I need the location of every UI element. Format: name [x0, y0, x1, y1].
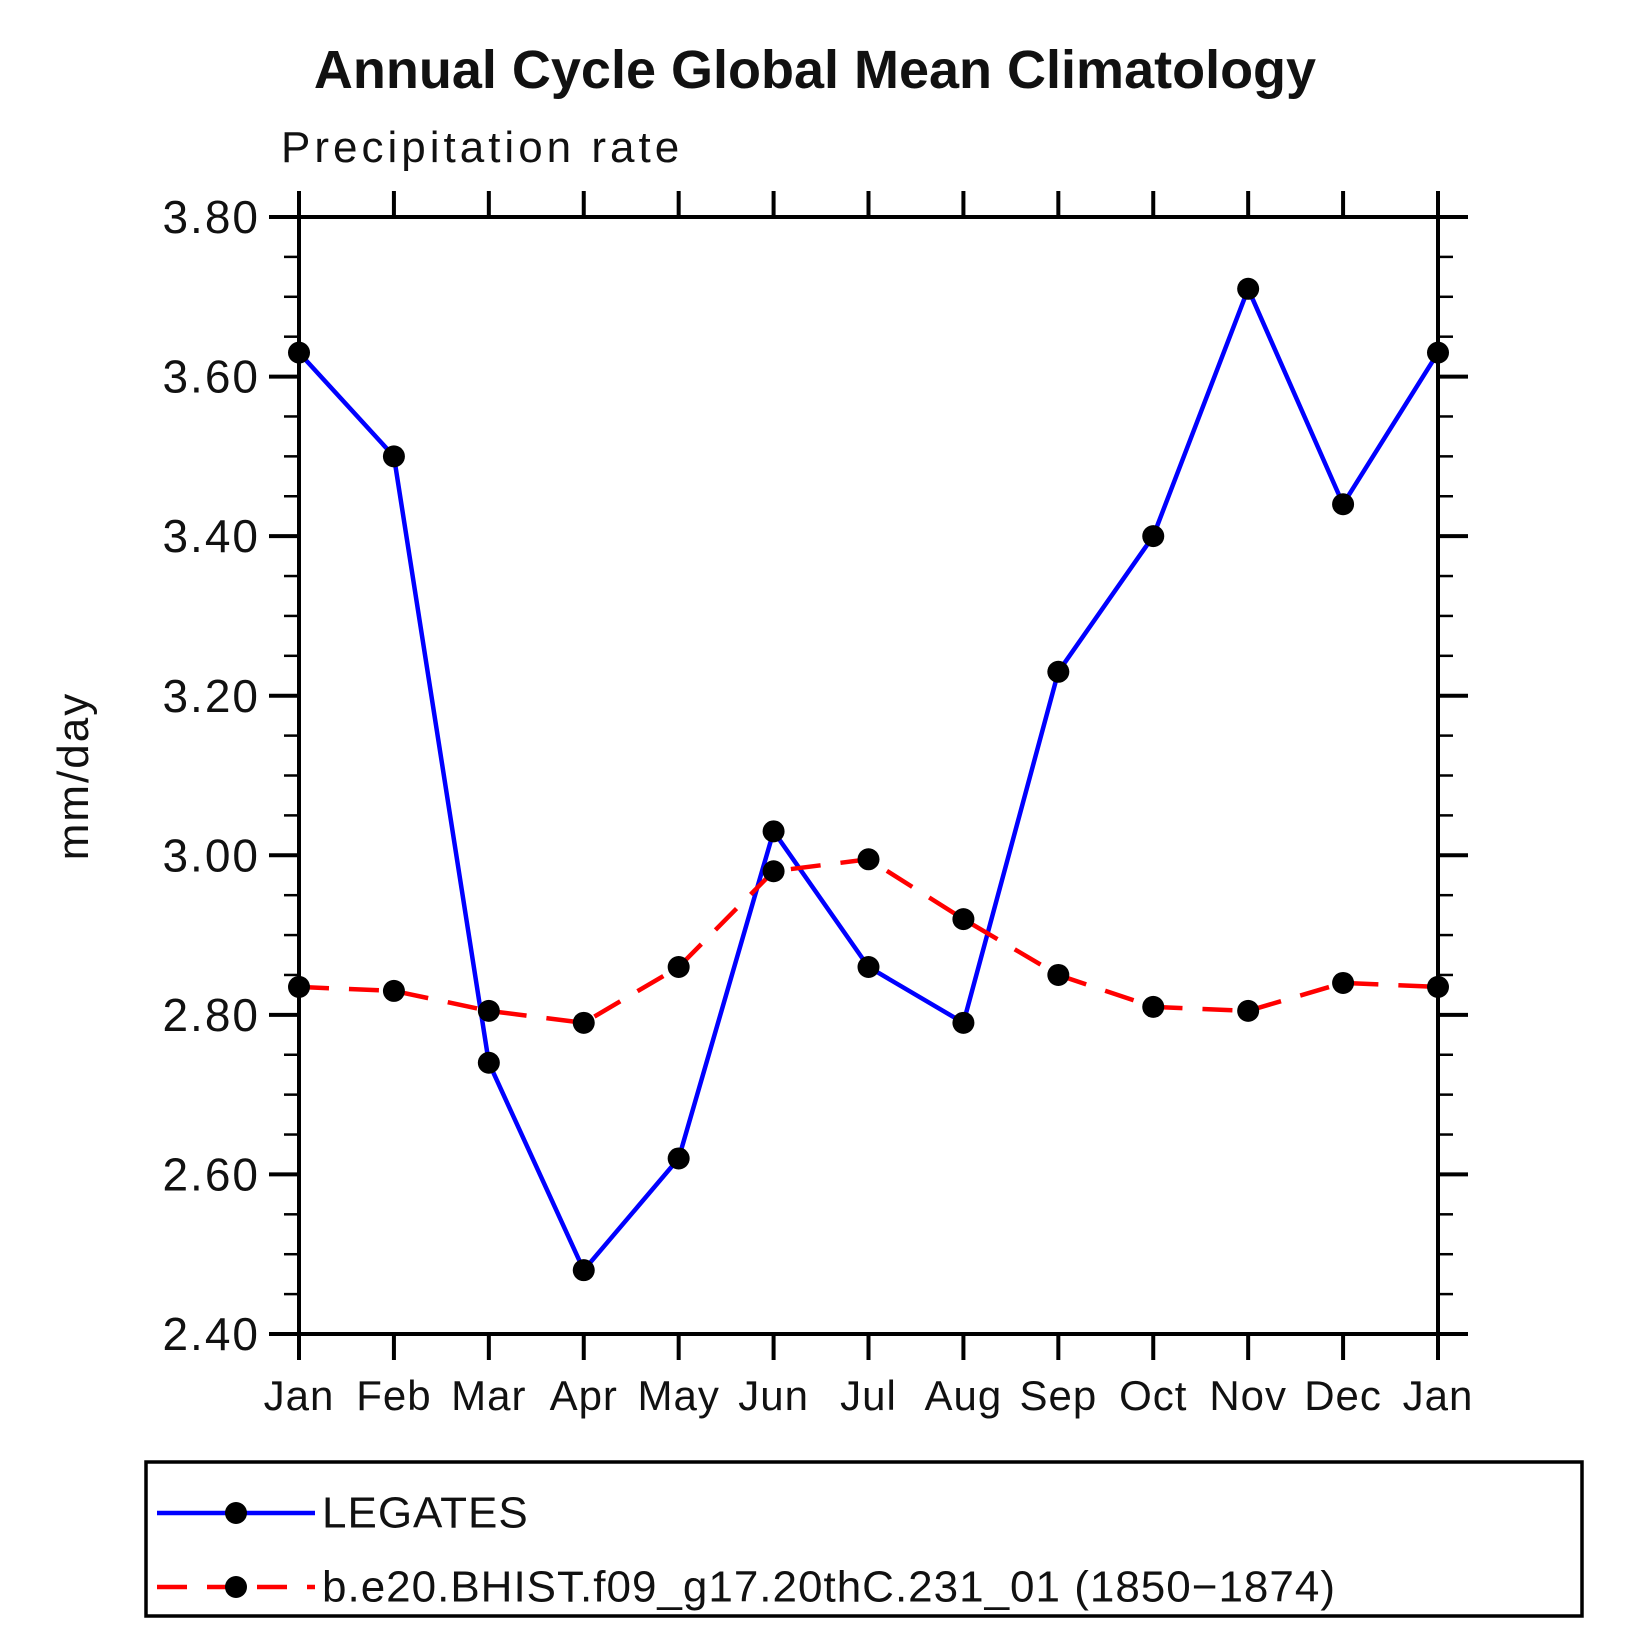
x-tick-label: Jun: [738, 1372, 809, 1419]
legend: LEGATES b.e20.BHIST.f09_g17.20thC.231_01 …: [144, 1460, 1584, 1618]
data-point: [667, 955, 690, 978]
data-point: [1142, 525, 1165, 548]
data-point: [572, 1011, 595, 1034]
chart-title: Annual Cycle Global Mean Climatology: [314, 40, 1316, 100]
x-tick-label: Nov: [1209, 1372, 1287, 1419]
data-point: [477, 1051, 500, 1074]
y-tick-label: 3.00: [162, 829, 260, 881]
data-point: [1332, 493, 1355, 516]
x-tick-label: Sep: [1019, 1372, 1097, 1419]
legend-box: [144, 1460, 1584, 1618]
x-tick-label: Apr: [550, 1372, 618, 1419]
data-point: [288, 975, 310, 998]
data-point: [857, 955, 880, 978]
x-tick-label: Jan: [1403, 1372, 1474, 1419]
data-point: [1427, 341, 1449, 364]
x-tick-label: Feb: [356, 1372, 431, 1419]
series-model: [288, 848, 1449, 1034]
legend-marker: [225, 1576, 247, 1598]
x-tick-label: Dec: [1304, 1372, 1382, 1419]
x-tick-label: Mar: [451, 1372, 526, 1419]
data-point: [1237, 277, 1260, 300]
x-tick-label: Oct: [1119, 1372, 1187, 1419]
y-axis-label: mm/day: [49, 692, 98, 860]
data-point: [1427, 975, 1449, 998]
data-point: [857, 848, 880, 871]
y-tick-label: 3.60: [162, 351, 260, 403]
series-obs: [288, 277, 1449, 1282]
y-tick-label: 3.80: [162, 191, 260, 243]
data-point: [288, 341, 310, 364]
plot-border: [297, 215, 1440, 1336]
y-tick-label: 2.60: [162, 1149, 260, 1201]
y-tick-label: 2.80: [162, 989, 260, 1041]
x-tick-label: Jan: [264, 1372, 335, 1419]
data-point: [952, 1011, 975, 1034]
x-tick-label: Aug: [925, 1372, 1003, 1419]
data-point: [572, 1259, 595, 1282]
data-point: [382, 445, 405, 468]
y-axis-ticks: 2.40 2.60 2.80 3.00 3.20 3.40 3.60 3.80: [162, 191, 1468, 1360]
data-point: [382, 979, 405, 1002]
y-tick-label: 2.40: [162, 1308, 260, 1360]
data-point: [1332, 971, 1355, 994]
y-tick-label: 3.20: [162, 670, 260, 722]
data-point: [477, 999, 500, 1022]
legend-marker: [225, 1502, 247, 1524]
series-line-obs: [297, 286, 1440, 1273]
chart-subtitle: Precipitation rate: [281, 123, 683, 172]
legend-label: LEGATES: [322, 1489, 529, 1538]
y-tick-label: 3.40: [162, 510, 260, 562]
data-point: [762, 860, 785, 883]
x-tick-label: May: [637, 1372, 719, 1419]
data-point: [1237, 999, 1260, 1022]
x-tick-label: Jul: [840, 1372, 897, 1419]
x-axis-ticks: Jan Feb Mar Apr May Jun Jul Aug Sep Oct Nov Dec Jan: [264, 191, 1474, 1419]
data-point: [1047, 963, 1070, 986]
data-point: [762, 820, 785, 843]
data-point: [667, 1147, 690, 1170]
data-point: [1047, 660, 1070, 683]
data-point: [1142, 995, 1165, 1018]
data-point: [952, 908, 975, 931]
plot-axes: [297, 215, 1440, 1336]
legend-label: b.e20.BHIST.f09_g17.20thC.231_01 (1850−1…: [322, 1563, 1336, 1612]
